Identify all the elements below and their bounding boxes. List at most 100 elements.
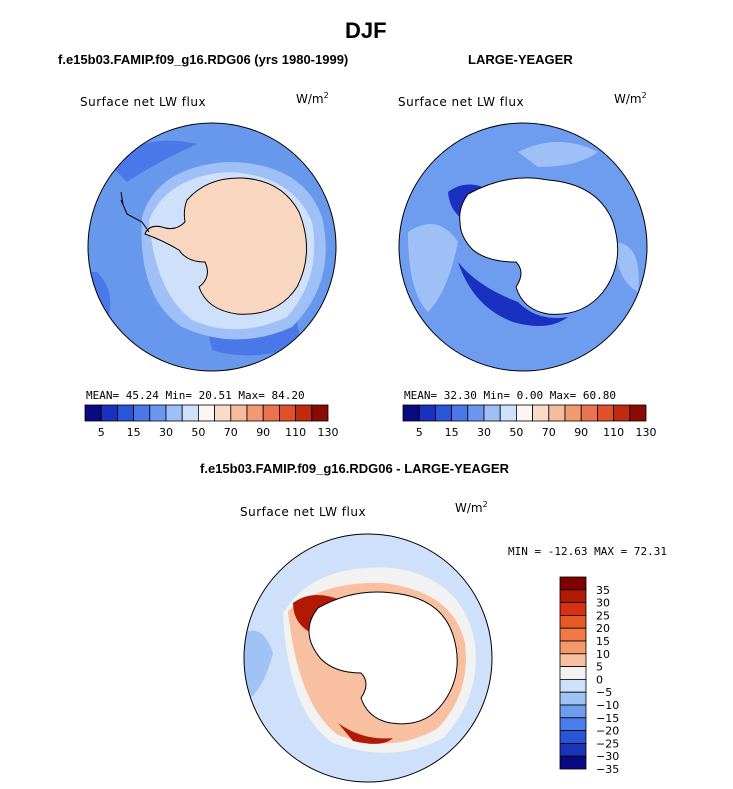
panel3-colorbar-box [559,742,587,757]
panel2-map [398,122,648,372]
panel1-units-exp: 2 [323,91,329,100]
panel1-units: W/m2 [296,91,329,106]
panel3-colorbar-box [559,653,587,668]
panel1-colorbar-tick-label: 5 [98,426,105,439]
panel2-variable-label: Surface net LW flux [398,95,525,109]
panel1-colorbar-box [246,404,264,422]
panel2-colorbar-box [629,404,647,422]
panel3-minmax: MIN = -12.63 MAX = 72.31 [508,545,667,558]
panel3-units-base: W/m [455,501,483,515]
panel1-colorbar-box [262,404,280,422]
panel3-colorbar-box [559,691,587,706]
panel3-colorbar-box [559,730,587,744]
panel3-map [243,533,493,783]
panel3-colorbar-tick-label: 25 [596,609,610,622]
panel3-colorbar-tick-label: 5 [596,661,603,674]
panel3-colorbar-box [559,576,587,591]
panel1-colorbar-box [311,404,329,422]
panel3-units: W/m2 [455,500,488,515]
panel2-units: W/m2 [614,91,647,106]
panel2-mean-label: MEAN= [404,389,438,402]
panel3-colorbar-tick-label: 35 [596,584,610,597]
panel1-colorbar-box [230,404,248,422]
panel3-colorbar-box [559,679,587,693]
page-title: DJF [345,18,387,43]
panel1-peninsula [120,191,150,233]
panel2-colorbar-box [596,404,614,422]
panel3-variable-label: Surface net LW flux [240,505,367,519]
panel1-colorbar-box [165,404,183,422]
panel1-colorbar-tick-label: 70 [224,426,238,439]
panel2-colorbar-box [402,404,420,422]
panel2-dark-coast [448,184,568,326]
panel1-max-label: Max= [238,389,265,402]
panel2-colorbar-box [564,404,582,422]
panel1-antarctica-land [144,177,308,315]
panel1-colorbar-box [181,404,199,422]
panel3-colorbar-tick-label: −20 [596,725,619,738]
panel2-lighter-areas [408,142,639,312]
panel2-colorbar-box [451,404,469,422]
panel1-colorbar-tick-label: 15 [127,426,141,439]
panel3-colorbar-tick-label: −35 [596,763,619,776]
panel3-colorbar-tick-label: 15 [596,635,610,648]
panel2-colorbar-tick-label: 110 [603,426,624,439]
panel3-colorbar-box [559,704,587,719]
panel1-colorbar-box [117,404,135,422]
panel1-min-value: 20.51 [198,389,232,402]
panel3-colorbar-tick-label: −5 [596,686,612,699]
panel2-stats: MEAN= 32.30 Min= 0.00 Max= 60.80 [404,389,616,402]
panel3-colorbar-tick-label: −30 [596,750,619,763]
panel1-colorbar-tick-label: 130 [318,426,339,439]
panel1-variable-label: Surface net LW flux [80,95,207,109]
right-panel-title: LARGE-YEAGER [468,52,573,67]
panel2-colorbar-box [467,404,485,422]
panel3-colorbar-tick-label: 0 [596,673,603,686]
panel2-colorbar-tick-label: 30 [477,426,491,439]
panel3-colorbar-tick-label: 20 [596,622,610,635]
panel1-colorbar-tick-label: 30 [159,426,173,439]
panel3-colorbar-box [559,666,587,680]
panel1-colorbar-box [149,404,167,422]
panel2-colorbar-box [435,404,453,422]
panel1-colorbar-box [214,404,232,422]
panel3-colorbar-box [559,589,587,604]
difference-panel-title: f.e15b03.FAMIP.f09_g16.RDG06 - LARGE-YEA… [200,461,509,476]
panel2-mean-value: 32.30 [443,389,477,402]
panel2-colorbar-tick-label: 70 [542,426,556,439]
panel1-colorbar-box [278,404,296,422]
panel2-colorbar-box [483,404,501,422]
panel2-colorbar-box [580,404,598,422]
panel2-colorbar-box [613,404,631,422]
panel2-colorbar-tick-label: 15 [445,426,459,439]
panel2-colorbar-tick-label: 50 [509,426,523,439]
panel1-colorbar-tick-label: 90 [256,426,270,439]
panel1-colorbar-box [133,404,151,422]
panel2-units-exp: 2 [641,91,647,100]
panel3-colorbar-tick-label: −25 [596,737,619,750]
panel1-mean-value: 45.24 [125,389,159,402]
panel1-colorbar: 5 15 30 50 70 90 110 130 [84,404,339,439]
panel2-max-label: Max= [549,389,577,402]
panel2-min-value: 0.00 [516,389,544,402]
panel2-colorbar-tick-label: 130 [636,426,657,439]
panel3-colorbar-box [559,717,587,732]
panel3-colorbar-tick-label: 30 [596,597,610,610]
panel3-units-exp: 2 [482,500,488,509]
panel1-colorbar-box [198,404,216,422]
panel2-colorbar-box [418,404,436,422]
panel3-colorbar-box [559,615,587,629]
panel1-colorbar-box [84,404,102,422]
panel1-max-value: 84.20 [271,389,305,402]
panel3-colorbar-tick-label: −10 [596,699,619,712]
panel2-colorbar-box [548,404,566,422]
panel1-min-label: Min= [165,389,193,402]
panel2-colorbar-tick-label: 90 [574,426,588,439]
panel2-colorbar-box [516,404,534,422]
panel1-stats: MEAN= 45.24 Min= 20.51 Max= 84.20 [86,389,305,402]
panel3-colorbar-box [559,640,587,655]
panel3-colorbar-box [559,627,587,642]
panel2-colorbar: 5 15 30 50 70 90 110 130 [402,404,657,439]
left-panel-title: f.e15b03.FAMIP.f09_g16.RDG06 (yrs 1980-1… [58,52,349,67]
